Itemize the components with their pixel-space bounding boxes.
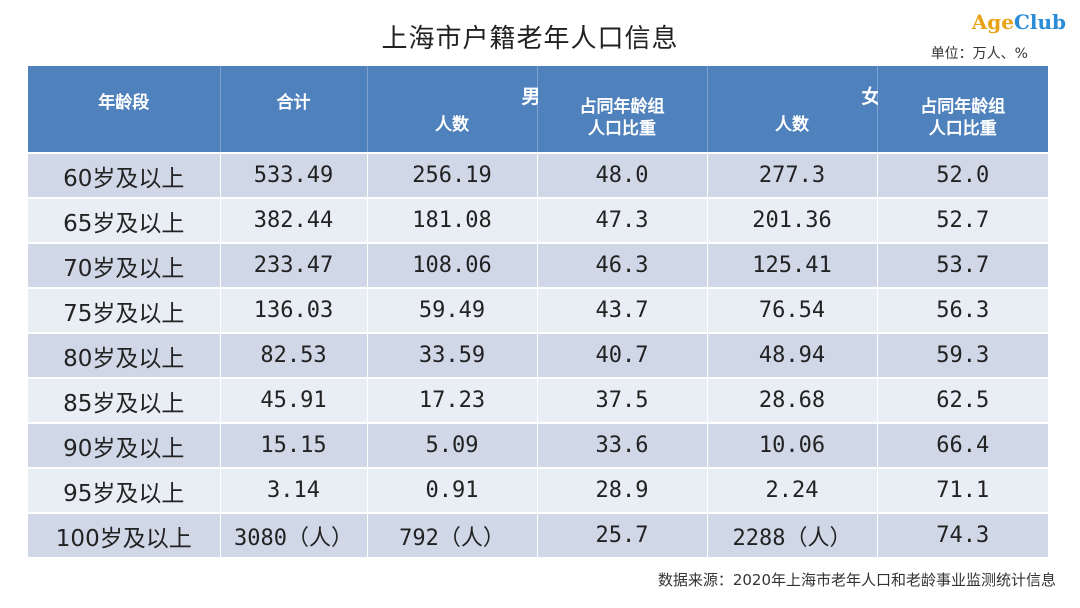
cell-total: 233.47 (219, 242, 367, 288)
cell-female-share: 59.3 (876, 332, 1048, 378)
cell-female-share: 71.1 (876, 467, 1048, 513)
cell-female-share: 56.3 (876, 287, 1048, 333)
cell-age: 65岁及以上 (28, 197, 220, 243)
data-source-note: 数据来源：2020年上海市老年人口和老龄事业监测统计信息 (657, 571, 1056, 589)
cell-female-share: 52.7 (876, 197, 1048, 243)
cell-age: 80岁及以上 (28, 332, 220, 378)
ageclub-logo: AgeClub (972, 10, 1066, 34)
cell-male-share: 33.6 (536, 422, 707, 468)
cell-female-count: 48.94 (706, 332, 877, 378)
table-row: 60岁及以上 533.49 256.19 48.0 277.3 52.0 (28, 152, 1048, 198)
cell-age: 70岁及以上 (28, 242, 220, 288)
cell-total: 3.14 (219, 467, 367, 513)
cell-total: 15.15 (219, 422, 367, 468)
cell-female-count: 201.36 (706, 197, 877, 243)
page-title: 上海市户籍老年人口信息 (381, 24, 679, 54)
cell-female-share: 62.5 (876, 377, 1048, 423)
cell-male-share: 25.7 (536, 512, 707, 557)
cell-total: 3080（人） (219, 512, 367, 557)
cell-age: 85岁及以上 (28, 377, 220, 423)
cell-total: 45.91 (219, 377, 367, 423)
cell-male-count: 59.49 (366, 287, 537, 333)
cell-female-count: 2288（人） (706, 512, 877, 557)
cell-age: 95岁及以上 (28, 467, 220, 513)
cell-female-count: 2.24 (706, 467, 877, 513)
cell-total: 82.53 (219, 332, 367, 378)
header-total: 合计 (219, 66, 367, 153)
header-age: 年龄段 (28, 66, 220, 153)
header-male-share: 占同年龄组 人口比重 (536, 66, 707, 153)
cell-age: 100岁及以上 (28, 512, 220, 557)
cell-male-count: 5.09 (366, 422, 537, 468)
cell-male-share: 47.3 (536, 197, 707, 243)
cell-male-share: 48.0 (536, 152, 707, 198)
header-female: 女 (861, 86, 881, 108)
cell-male-share: 37.5 (536, 377, 707, 423)
cell-female-count: 28.68 (706, 377, 877, 423)
cell-age: 90岁及以上 (28, 422, 220, 468)
table-row: 80岁及以上 82.53 33.59 40.7 48.94 59.3 (28, 332, 1048, 378)
cell-male-count: 33.59 (366, 332, 537, 378)
cell-male-count: 108.06 (366, 242, 537, 288)
cell-total: 533.49 (219, 152, 367, 198)
cell-female-count: 76.54 (706, 287, 877, 333)
table-row: 95岁及以上 3.14 0.91 28.9 2.24 71.1 (28, 467, 1048, 513)
table-row: 85岁及以上 45.91 17.23 37.5 28.68 62.5 (28, 377, 1048, 423)
cell-male-count: 256.19 (366, 152, 537, 198)
logo-age-text: Age (971, 10, 1014, 34)
table-row: 100岁及以上 3080（人） 792（人） 25.7 2288（人） 74.3 (28, 512, 1048, 557)
header-male: 男 (521, 86, 541, 108)
cell-female-share: 53.7 (876, 242, 1048, 288)
cell-male-count: 792（人） (366, 512, 537, 557)
table-row: 75岁及以上 136.03 59.49 43.7 76.54 56.3 (28, 287, 1048, 333)
table-header-row: 年龄段 合计 男 人数 占同年龄组 人口比重 女 人数 占同年龄组 人口比重 (28, 66, 1048, 153)
table-row: 65岁及以上 382.44 181.08 47.3 201.36 52.7 (28, 197, 1048, 243)
cell-total: 382.44 (219, 197, 367, 243)
cell-male-share: 28.9 (536, 467, 707, 513)
cell-total: 136.03 (219, 287, 367, 333)
header-female-count: 女 人数 (706, 66, 881, 153)
cell-female-share: 66.4 (876, 422, 1048, 468)
cell-female-count: 10.06 (706, 422, 877, 468)
cell-male-count: 0.91 (366, 467, 537, 513)
cell-male-share: 43.7 (536, 287, 707, 333)
header-male-count: 男 人数 (366, 66, 541, 153)
cell-male-share: 46.3 (536, 242, 707, 288)
cell-male-count: 17.23 (366, 377, 537, 423)
cell-female-share: 74.3 (876, 512, 1048, 557)
header-female-share: 占同年龄组 人口比重 (876, 66, 1048, 153)
unit-label: 单位：万人、% (930, 46, 1028, 62)
cell-age: 60岁及以上 (28, 152, 220, 198)
cell-male-share: 40.7 (536, 332, 707, 378)
cell-female-share: 52.0 (876, 152, 1048, 198)
logo-club-text: Club (1013, 10, 1066, 34)
cell-female-count: 277.3 (706, 152, 877, 198)
cell-male-count: 181.08 (366, 197, 537, 243)
cell-female-count: 125.41 (706, 242, 877, 288)
cell-age: 75岁及以上 (28, 287, 220, 333)
table-row: 90岁及以上 15.15 5.09 33.6 10.06 66.4 (28, 422, 1048, 468)
table-row: 70岁及以上 233.47 108.06 46.3 125.41 53.7 (28, 242, 1048, 288)
population-table: 年龄段 合计 男 人数 占同年龄组 人口比重 女 人数 占同年龄组 人口比重 60岁… (28, 66, 1048, 557)
